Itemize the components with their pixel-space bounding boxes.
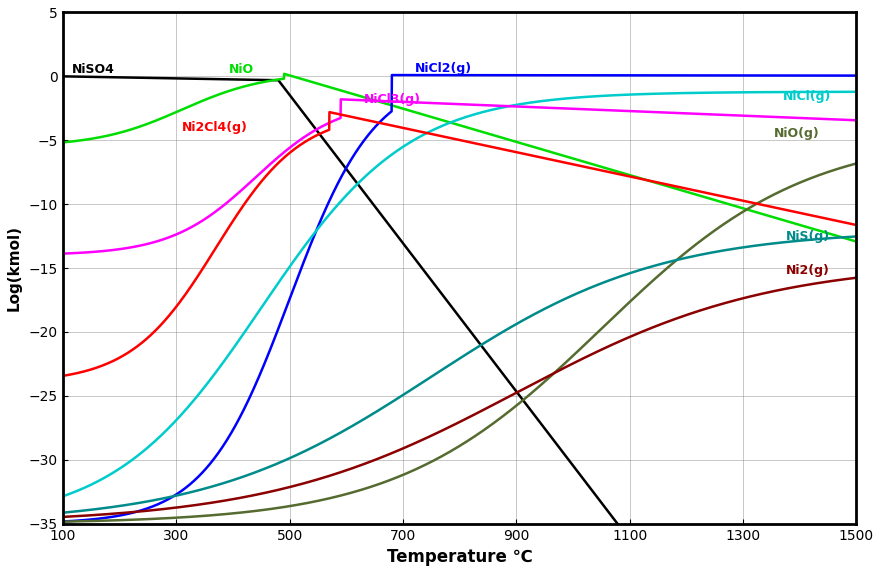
Text: Ni2(g): Ni2(g) [786, 264, 830, 277]
Text: NiO: NiO [229, 64, 255, 76]
Text: Ni2Cl4(g): Ni2Cl4(g) [182, 121, 248, 134]
Text: NiO(g): NiO(g) [774, 127, 820, 140]
X-axis label: Temperature ℃: Temperature ℃ [387, 548, 533, 566]
Text: NiCl3(g): NiCl3(g) [363, 93, 420, 106]
Text: NiCl(g): NiCl(g) [783, 91, 831, 103]
Text: NiS(g): NiS(g) [786, 230, 830, 242]
Text: NiCl2(g): NiCl2(g) [414, 62, 471, 75]
Text: NiSO4: NiSO4 [71, 64, 115, 76]
Y-axis label: Log(kmol): Log(kmol) [7, 225, 22, 311]
